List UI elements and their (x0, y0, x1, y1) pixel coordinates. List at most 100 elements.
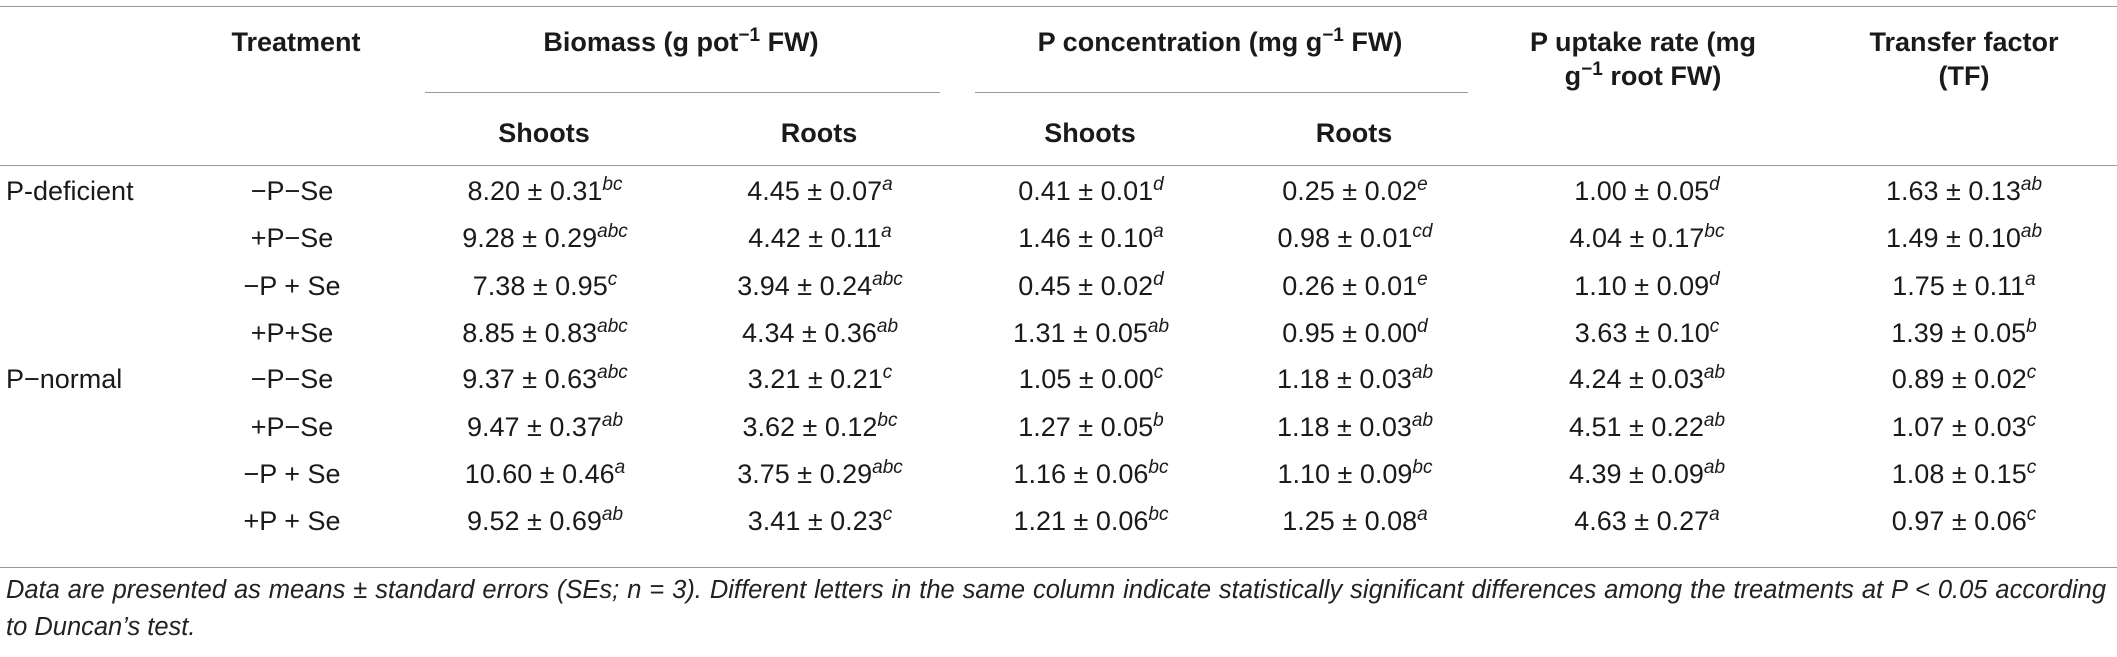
cell-biomass-shoots: 9.28 ± 0.29abc (462, 221, 628, 253)
header-biomass: Biomass (g pot−1 FW) (543, 25, 819, 57)
cell-pconc-shoots: 1.27 ± 0.05b (1018, 410, 1164, 442)
significance-letters: d (1709, 174, 1720, 195)
header-bottom-rule (0, 165, 2117, 166)
cell-pconc-shoots: 1.16 ± 0.06bc (1013, 457, 1169, 489)
cell-group: P-deficient (6, 176, 134, 206)
significance-letters: bc (1704, 221, 1725, 242)
significance-letters: abc (597, 362, 628, 383)
significance-letters: c (2026, 457, 2037, 478)
significance-letters: c (882, 362, 893, 383)
cell-transfer-factor: 1.07 ± 0.03c (1891, 410, 2037, 442)
cell-group: P−normal (6, 364, 123, 394)
significance-letters: a (1417, 504, 1428, 525)
cell-pconc-roots: 0.98 ± 0.01cd (1277, 221, 1433, 253)
significance-letters: d (1153, 174, 1164, 195)
header-treatment: Treatment (231, 27, 361, 57)
cell-p-uptake-rate: 4.39 ± 0.09ab (1568, 457, 1726, 489)
header-p-concentration: P concentration (mg g−1 FW) (1037, 25, 1403, 57)
header-p-uptake-rate: P uptake rate (mg g−1 root FW) (1529, 27, 1757, 91)
cell-p-uptake-rate: 4.63 ± 0.27a (1574, 504, 1720, 536)
cell-transfer-factor: 1.49 ± 0.10ab (1885, 221, 2043, 253)
cell-pconc-roots: 1.25 ± 0.08a (1282, 504, 1428, 536)
cell-pconc-roots: 1.18 ± 0.03ab (1276, 410, 1434, 442)
cell-pconc-roots: 0.95 ± 0.00d (1282, 316, 1428, 348)
cell-p-uptake-rate: 4.51 ± 0.22ab (1568, 410, 1726, 442)
cell-biomass-roots: 3.21 ± 0.21c (747, 362, 893, 394)
significance-letters: a (882, 174, 893, 195)
subheader-pconc-shoots: Shoots (1044, 118, 1136, 148)
cell-pconc-shoots: 1.05 ± 0.00c (1018, 362, 1164, 394)
cell-biomass-roots: 4.34 ± 0.36ab (741, 316, 899, 348)
cell-treatment: +P + Se (243, 506, 341, 536)
cell-treatment: +P+Se (250, 318, 334, 348)
cell-biomass-shoots: 8.85 ± 0.83abc (462, 316, 628, 348)
table-footnote: Data are presented as means ± standard e… (6, 576, 2106, 641)
significance-letters: e (1417, 174, 1428, 195)
significance-letters: a (2025, 269, 2036, 290)
cell-biomass-roots: 3.62 ± 0.12bc (742, 410, 898, 442)
significance-letters: c (882, 504, 893, 525)
cell-p-uptake-rate: 1.00 ± 0.05d (1574, 174, 1720, 206)
significance-letters: bc (602, 174, 623, 195)
significance-letters: c (1153, 362, 1164, 383)
significance-letters: bc (1148, 457, 1169, 478)
significance-letters: ab (601, 504, 624, 525)
cell-biomass-roots: 3.41 ± 0.23c (747, 504, 893, 536)
cell-pconc-roots: 0.26 ± 0.01e (1282, 269, 1428, 301)
significance-letters: bc (877, 410, 898, 431)
cell-pconc-roots: 1.18 ± 0.03ab (1276, 362, 1434, 394)
significance-letters: d (1153, 269, 1164, 290)
header-transfer-factor: Transfer factor (TF) (1869, 27, 2059, 91)
cell-pconc-shoots: 0.41 ± 0.01d (1018, 174, 1164, 206)
significance-letters: abc (872, 457, 903, 478)
significance-letters: bc (1148, 504, 1169, 525)
significance-letters: a (881, 221, 892, 242)
significance-letters: ab (1147, 316, 1170, 337)
cell-pconc-roots: 0.25 ± 0.02e (1282, 174, 1428, 206)
cell-biomass-shoots: 7.38 ± 0.95c (472, 269, 618, 301)
cell-biomass-shoots: 10.60 ± 0.46a (464, 457, 626, 489)
cell-p-uptake-rate: 4.24 ± 0.03ab (1568, 362, 1726, 394)
cell-treatment: −P−Se (250, 364, 334, 394)
significance-letters: ab (1703, 410, 1726, 431)
significance-letters: ab (1411, 410, 1434, 431)
cell-biomass-shoots: 8.20 ± 0.31bc (467, 174, 623, 206)
cell-transfer-factor: 1.39 ± 0.05b (1891, 316, 2037, 348)
significance-letters: abc (597, 221, 628, 242)
subheader-pconc-roots: Roots (1315, 118, 1393, 148)
cell-biomass-roots: 3.75 ± 0.29abc (737, 457, 903, 489)
cell-treatment: +P−Se (250, 412, 334, 442)
significance-letters: c (607, 269, 618, 290)
cell-p-uptake-rate: 3.63 ± 0.10c (1574, 316, 1720, 348)
significance-letters: c (2026, 504, 2037, 525)
subheader-biomass-shoots: Shoots (498, 118, 590, 148)
cell-treatment: +P−Se (250, 223, 334, 253)
significance-letters: a (1153, 221, 1164, 242)
cell-pconc-shoots: 1.21 ± 0.06bc (1013, 504, 1169, 536)
significance-letters: bc (1412, 457, 1433, 478)
significance-letters: ab (1703, 457, 1726, 478)
significance-letters: ab (2020, 221, 2043, 242)
biomass-span-rule (425, 92, 940, 93)
cell-pconc-shoots: 0.45 ± 0.02d (1018, 269, 1164, 301)
significance-letters: abc (597, 316, 628, 337)
cell-treatment: −P + Se (243, 271, 341, 301)
significance-letters: ab (1703, 362, 1726, 383)
cell-transfer-factor: 0.89 ± 0.02c (1891, 362, 2037, 394)
cell-biomass-shoots: 9.37 ± 0.63abc (462, 362, 628, 394)
significance-letters: a (614, 457, 626, 478)
table-bottom-rule (0, 567, 2117, 568)
cell-transfer-factor: 1.75 ± 0.11a (1892, 269, 2036, 301)
significance-letters: ab (601, 410, 624, 431)
cell-pconc-roots: 1.10 ± 0.09bc (1277, 457, 1433, 489)
cell-biomass-roots: 3.94 ± 0.24abc (737, 269, 903, 301)
cell-transfer-factor: 1.63 ± 0.13ab (1885, 174, 2043, 206)
significance-letters: c (1709, 316, 1720, 337)
subheader-biomass-roots: Roots (780, 118, 858, 148)
cell-biomass-shoots: 9.52 ± 0.69ab (466, 504, 624, 536)
cell-treatment: −P + Se (243, 459, 341, 489)
cell-biomass-roots: 4.45 ± 0.07a (747, 174, 893, 206)
cell-pconc-shoots: 1.31 ± 0.05ab (1012, 316, 1170, 348)
significance-letters: cd (1412, 221, 1433, 242)
significance-letters: d (1709, 269, 1720, 290)
